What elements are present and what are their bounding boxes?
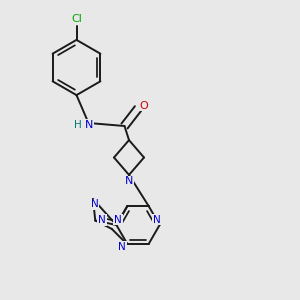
Text: N: N: [91, 200, 98, 209]
Text: N: N: [125, 176, 133, 187]
Text: N: N: [118, 242, 126, 252]
Text: O: O: [139, 100, 148, 111]
Text: N: N: [85, 119, 94, 130]
Text: H: H: [74, 119, 82, 130]
Text: N: N: [153, 214, 160, 225]
Text: N: N: [98, 215, 106, 225]
Text: Cl: Cl: [71, 14, 82, 24]
Text: N: N: [114, 214, 122, 225]
